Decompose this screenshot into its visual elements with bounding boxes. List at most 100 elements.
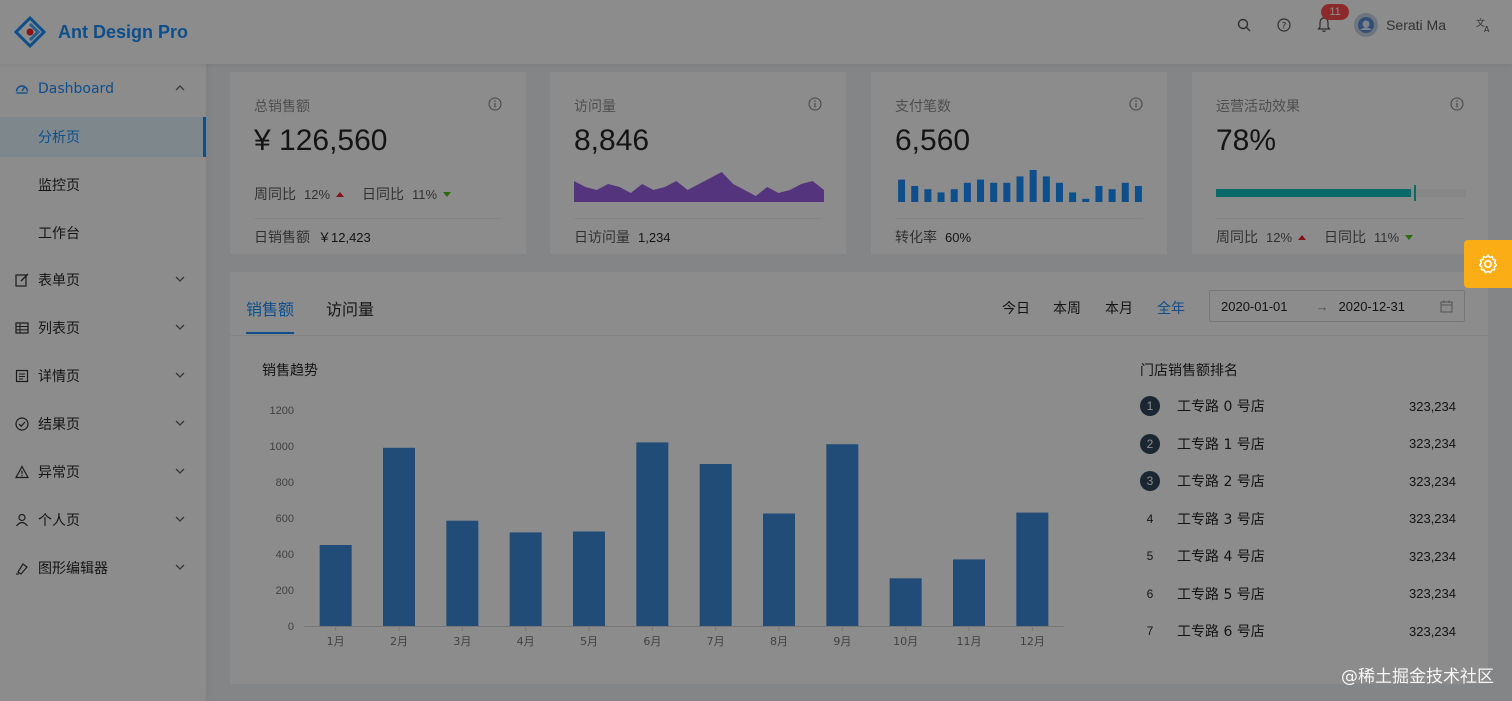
range-today[interactable]: 今日 [1002,301,1030,317]
bar[interactable] [319,545,352,626]
sidebar-item-account[interactable]: 个人页 [0,500,206,540]
mini-bar [1095,186,1103,202]
gear-icon [1478,254,1498,274]
trend-value: 12% [1266,229,1293,245]
caret-down-icon [443,191,452,197]
x-tick-label: 5月 [580,635,598,648]
bar[interactable] [953,559,985,626]
info-circle-icon[interactable] [808,97,822,111]
sidebar-item-exception[interactable]: 异常页 [0,452,206,492]
sidebar-item-label: 分析页 [38,130,80,146]
sidebar-item-monitor[interactable]: 监控页 [0,165,206,205]
x-tick-label: 8月 [770,635,788,648]
settings-drawer-button[interactable] [1464,240,1512,288]
range-month[interactable]: 本月 [1105,301,1133,317]
x-tick-label: 3月 [453,635,471,648]
store-name: 工专路 1 号店 [1177,436,1265,453]
notification-button[interactable]: 11 [1304,0,1350,50]
payments-stat-card: 支付笔数 6,560 转化率 60% [871,72,1167,254]
store-name: 工专路 2 号店 [1177,474,1265,490]
info-circle-icon[interactable] [1450,97,1464,111]
visits-area-chart [574,172,824,202]
mini-bar [1121,182,1129,202]
avatar-icon [1358,17,1375,33]
chevron-up-icon [175,85,185,91]
sidebar-item-label: 列表页 [38,321,80,337]
chevron-down-icon [175,420,185,426]
sidebar-item-label: 详情页 [38,369,80,385]
store-sales-value: 323,234 [1409,473,1456,489]
sidebar-item-profile[interactable]: 详情页 [0,356,206,396]
sidebar-item-dashboard[interactable]: Dashboard [0,69,206,109]
date-range-picker[interactable]: 2020-01-01 → 2020-12-31 [1209,290,1465,322]
info-circle-icon[interactable] [1129,97,1143,111]
range-week[interactable]: 本周 [1053,301,1081,317]
sidebar-item-workplace[interactable]: 工作台 [0,213,206,253]
sidebar-item-editor[interactable]: 图形编辑器 [0,548,206,588]
rank-number: 2 [1140,433,1160,454]
bar[interactable] [509,532,542,626]
profile-icon [14,368,30,384]
user-menu[interactable]: Serati Ma [1344,0,1464,50]
footer-label: 日销售额 [254,230,310,246]
y-tick-label: 1000 [270,441,294,453]
bar[interactable] [889,578,922,626]
store-name: 工专路 5 号店 [1177,586,1265,603]
date-separator: → [1315,298,1329,314]
y-tick-label: 400 [276,549,294,561]
tab-ink-bar [246,332,294,334]
payments-mini-bar-chart [898,170,1142,202]
sidebar-item-analysis[interactable]: 分析页 [0,117,206,157]
bar[interactable] [636,442,669,626]
bar[interactable] [1016,512,1049,626]
logo[interactable]: Ant Design Pro [13,15,188,49]
date-start[interactable]: 2020-01-01 [1221,298,1288,314]
bar[interactable] [573,531,605,627]
y-tick-label: 800 [276,477,294,489]
bar[interactable] [699,464,732,626]
mini-bar [977,179,985,202]
trend-label: 周同比 [254,187,296,203]
x-tick-label: 12月 [1020,635,1045,648]
week-trend: 周同比 12% [1216,227,1307,247]
bar[interactable] [763,513,795,627]
bar[interactable] [446,520,479,626]
form-icon [14,272,30,288]
calendar-icon [1440,300,1453,313]
mini-bar [1003,182,1011,202]
sales-card: 销售额 访问量 今日 本周 本月 全年 2020-01-01 → 2020-12… [230,272,1488,684]
notification-badge: 11 [1321,4,1350,20]
store-sales-value: 323,234 [1409,586,1456,601]
bar[interactable] [383,447,415,626]
bar[interactable] [826,444,859,626]
range-year[interactable]: 全年 [1157,301,1185,317]
chevron-down-icon [175,324,185,330]
sidebar-item-list[interactable]: 列表页 [0,308,206,348]
help-button[interactable]: ? [1264,0,1304,50]
rank-number: 3 [1140,471,1160,491]
tab-sales[interactable]: 销售额 [246,300,295,319]
info-circle-icon[interactable] [488,97,502,111]
sidebar-item-label: 结果页 [38,417,80,433]
rank-number: 5 [1146,549,1154,563]
sidebar-item-form[interactable]: 表单页 [0,260,206,300]
store-sales-value: 323,234 [1409,623,1456,639]
date-end[interactable]: 2020-12-31 [1338,298,1406,314]
tab-visits[interactable]: 访问量 [326,300,375,319]
mini-bar [898,179,906,202]
search-button[interactable] [1224,0,1264,50]
footer-label: 转化率 [895,230,937,246]
rank-number: 6 [1146,586,1154,601]
x-tick-label: 6月 [643,635,661,648]
sidebar-item-result[interactable]: 结果页 [0,404,206,444]
warning-icon [14,464,30,480]
mini-bar [963,182,971,202]
card-value: ¥ 126,560 [254,124,388,157]
card-label: 运营活动效果 [1216,99,1300,115]
list-item: 6 工专路 5 号店 323,234 [1140,584,1458,604]
list-item: 5 工专路 4 号店 323,234 [1140,546,1458,566]
mini-bar [937,192,945,202]
sidebar-item-label: 工作台 [38,226,80,242]
